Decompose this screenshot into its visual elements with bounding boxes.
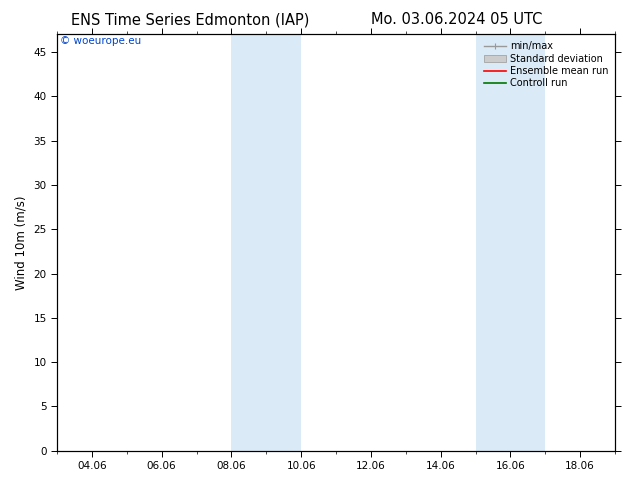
Y-axis label: Wind 10m (m/s): Wind 10m (m/s) bbox=[15, 196, 28, 290]
Legend: min/max, Standard deviation, Ensemble mean run, Controll run: min/max, Standard deviation, Ensemble me… bbox=[482, 39, 610, 90]
Text: Mo. 03.06.2024 05 UTC: Mo. 03.06.2024 05 UTC bbox=[371, 12, 542, 27]
Text: © woeurope.eu: © woeurope.eu bbox=[60, 36, 141, 47]
Text: ENS Time Series Edmonton (IAP): ENS Time Series Edmonton (IAP) bbox=[71, 12, 309, 27]
Bar bbox=[476, 34, 545, 451]
Bar bbox=[231, 34, 301, 451]
